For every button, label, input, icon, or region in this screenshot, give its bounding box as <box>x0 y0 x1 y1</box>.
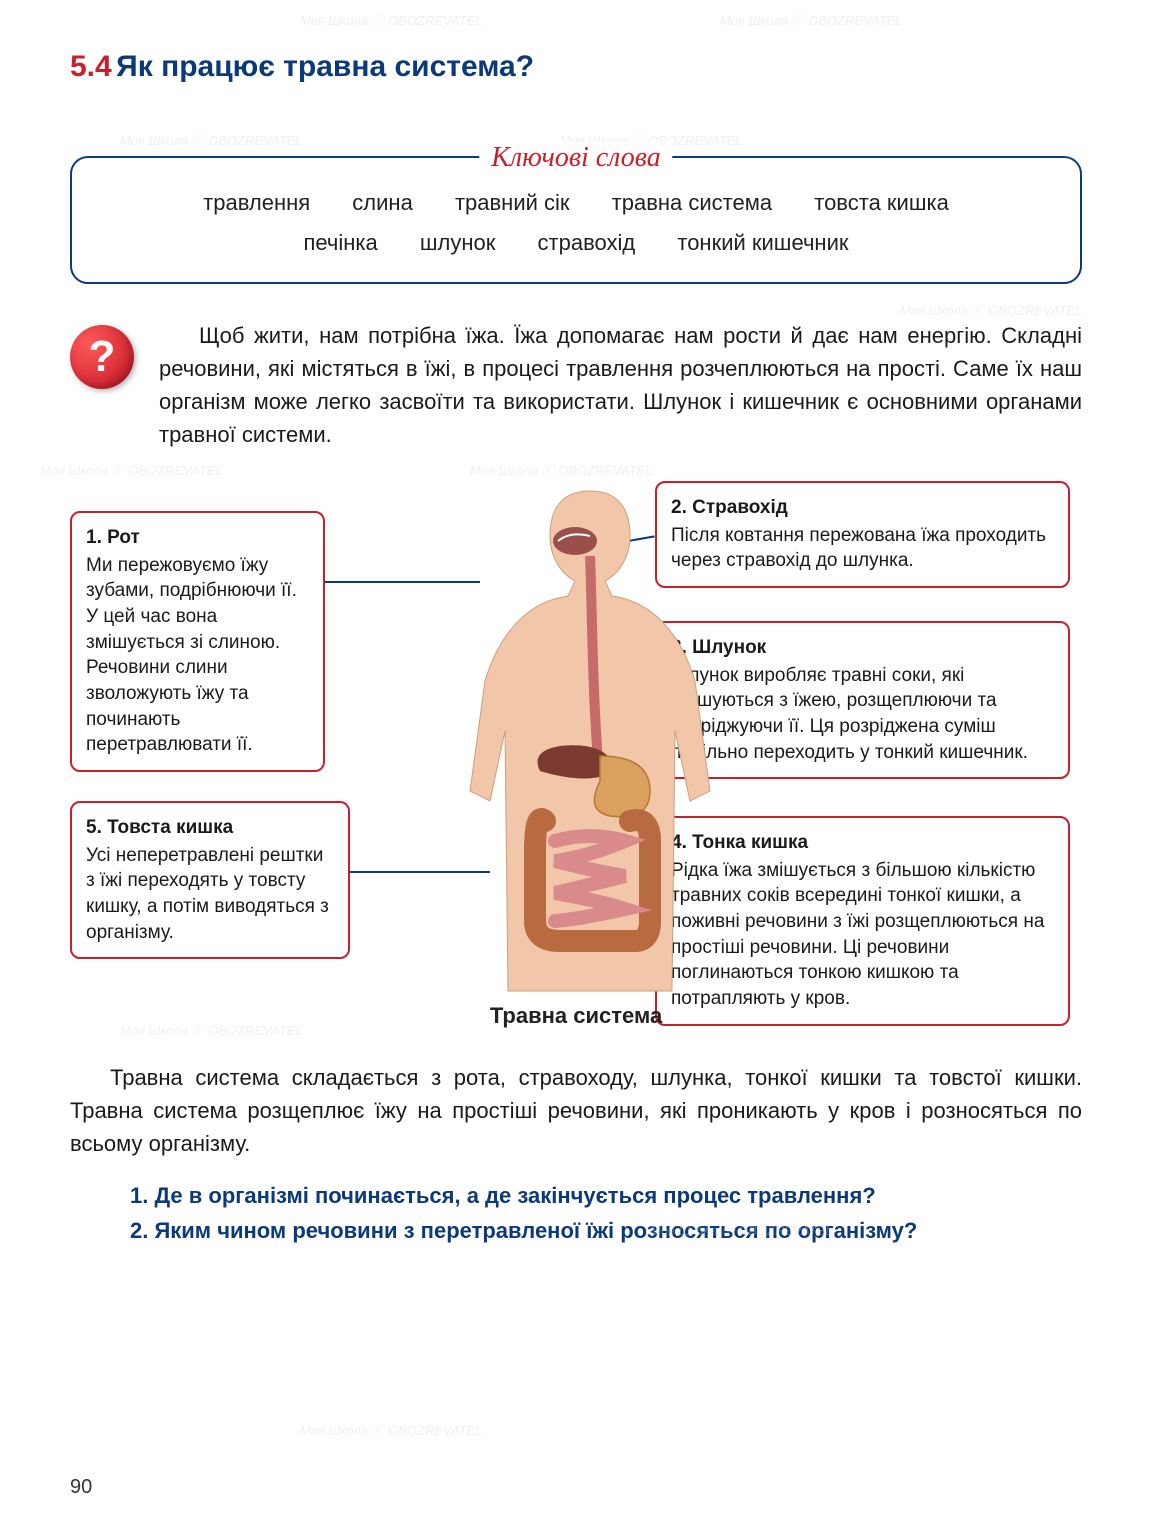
keyword: товста кишка <box>814 190 949 215</box>
callout-text: Усі неперетравлені рештки з їжі переходя… <box>86 843 334 946</box>
keywords-row-2: печінка шлунок стравохід тонкий кишечник <box>102 223 1050 263</box>
watermark: Моя Школа ⓒ OBOZREVATEL <box>300 1420 483 1439</box>
keywords-label: Ключові слова <box>479 142 672 174</box>
section-number: 5.4 <box>70 50 112 83</box>
callout-title: 1. Рот <box>86 525 309 551</box>
watermark: Моя Школа ⓒ OBOZREVATEL <box>40 460 223 479</box>
callout-large-intestine: 5. Товста кишка Усі неперетравлені рештк… <box>70 801 350 959</box>
keyword: шлунок <box>420 230 496 255</box>
diagram-caption: Травна система <box>70 1003 1082 1029</box>
callout-text: Ми пережовуємо їжу зубами, подріб­нюючи … <box>86 553 309 758</box>
keywords-box: травлення слина травний сік травна систе… <box>70 156 1082 284</box>
question-2: 2. Яким чином речовини з перетравленої ї… <box>130 1213 1082 1248</box>
watermark: Моя Школа ⓒ OBOZREVATEL <box>300 10 483 29</box>
question-1: 1. Де в організмі починається, а де закі… <box>130 1178 1082 1213</box>
callout-title: 5. Товста кишка <box>86 815 334 841</box>
keywords-block: Ключові слова травлення слина травний сі… <box>70 124 1082 284</box>
summary-paragraph: Травна система складається з рота, страв… <box>70 1061 1082 1160</box>
watermark: Моя Школа ⓒ OBOZREVATEL <box>720 10 903 29</box>
digestive-diagram: 1. Рот Ми пережовуємо їжу зубами, подріб… <box>70 481 1082 1041</box>
question-mark-icon: ? <box>70 325 134 389</box>
keywords-row-1: травлення слина травний сік травна систе… <box>102 183 1050 223</box>
watermark: Моя Школа ⓒ OBOZREVATEL <box>900 300 1083 319</box>
keyword: печінка <box>304 230 378 255</box>
callout-mouth: 1. Рот Ми пережовуємо їжу зубами, подріб… <box>70 511 325 772</box>
intro-paragraph: Щоб жити, нам потрібна їжа. Їжа допомага… <box>159 319 1082 451</box>
keyword: травний сік <box>455 190 570 215</box>
human-body-figure <box>450 481 730 1001</box>
watermark: Моя Школа ⓒ OBOZREVATEL <box>470 460 653 479</box>
page-number: 90 <box>70 1476 92 1499</box>
keyword: слина <box>352 190 413 215</box>
intro-row: ? Щоб жити, нам потрібна їжа. Їжа допома… <box>70 319 1082 451</box>
section-header: 5.4 Як працює травна система? <box>70 50 1082 84</box>
keyword: травна система <box>612 190 772 215</box>
keyword: травлення <box>203 190 310 215</box>
keyword: тонкий кишечник <box>677 230 848 255</box>
question-list: 1. Де в організмі починається, а де закі… <box>70 1178 1082 1248</box>
section-title: Як працює травна система? <box>116 50 534 83</box>
keyword: стравохід <box>538 230 636 255</box>
